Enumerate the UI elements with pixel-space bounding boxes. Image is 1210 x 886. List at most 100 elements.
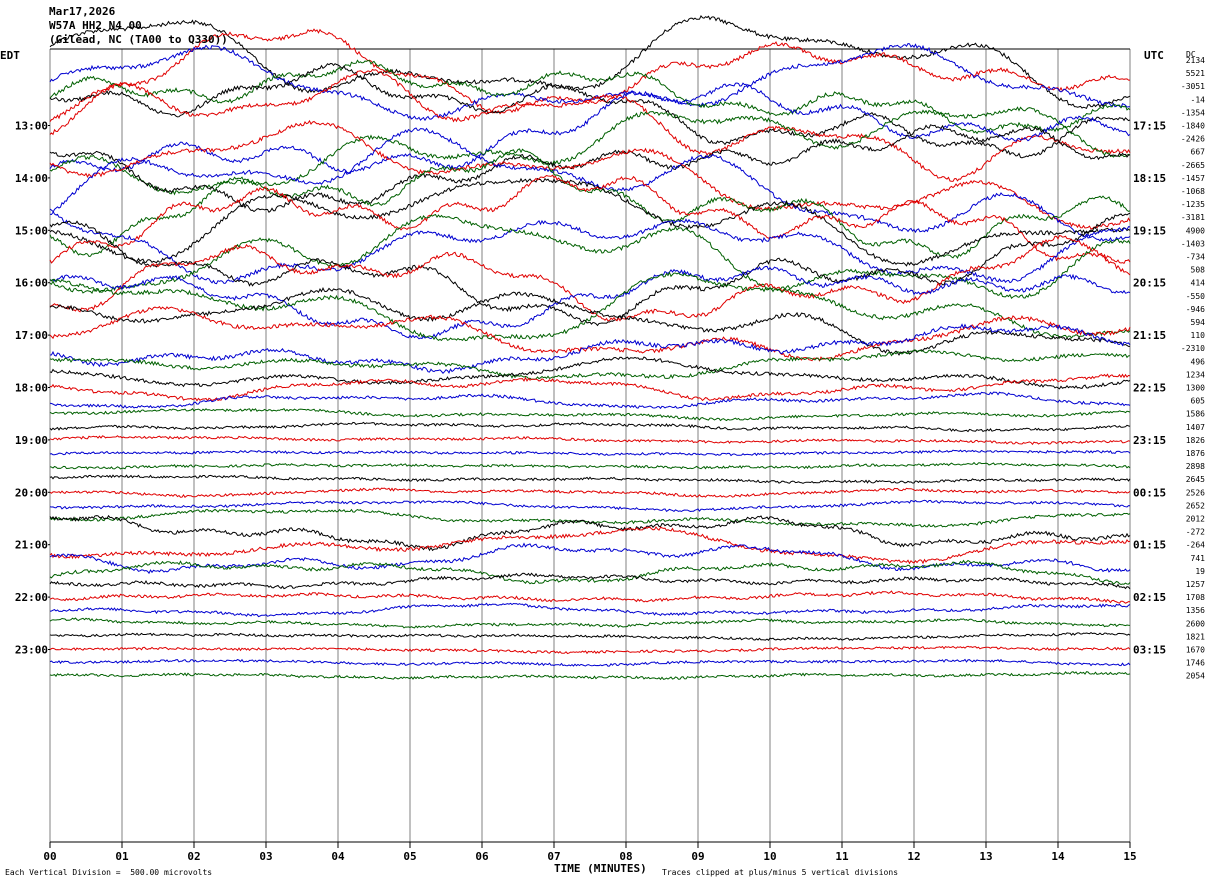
trace-row-37 — [49, 514, 1131, 552]
x-tick-label-09: 09 — [691, 850, 704, 863]
dc-offset-value: 1407 — [1186, 423, 1205, 432]
edt-hour-label: 22:00 — [15, 591, 48, 604]
trace-row-47 — [49, 658, 1131, 667]
trace-row-41 — [49, 572, 1131, 590]
utc-hour-labels: 17:15 18:15 19:15 20:15 21:15 22:15 23:15 00:15… — [1133, 120, 1166, 657]
dc-offset-value: 1826 — [1186, 436, 1205, 445]
dc-offset-value: 1670 — [1186, 646, 1205, 655]
edt-hour-label: 23:00 — [15, 644, 48, 657]
dc-offset-value: -2310 — [1181, 344, 1205, 353]
dc-offset-value: 1257 — [1186, 580, 1205, 589]
trace-row-7 — [49, 82, 1131, 175]
dc-offset-value: -1403 — [1181, 239, 1205, 248]
trace-row-22 — [49, 306, 1131, 362]
trace-row-24 — [49, 349, 1131, 380]
trace-row-31 — [49, 449, 1131, 457]
dc-offset-value: 2898 — [1186, 462, 1205, 471]
x-tick-label-06: 06 — [475, 850, 489, 863]
trace-row-46 — [49, 645, 1131, 655]
utc-hour-label: 21:15 — [1133, 329, 1166, 342]
x-tick-label-03: 03 — [259, 850, 272, 863]
dc-offset-value: 496 — [1191, 357, 1206, 366]
trace-row-39 — [49, 542, 1131, 575]
dc-offset-value: -3181 — [1181, 213, 1205, 222]
dc-offset-value: -1235 — [1181, 200, 1205, 209]
edt-hour-label: 15:00 — [15, 224, 48, 237]
trace-row-35 — [49, 499, 1131, 513]
dc-offset-value: -734 — [1186, 253, 1205, 262]
dc-offset-value: 1821 — [1186, 632, 1205, 641]
dc-offset-value: -946 — [1186, 305, 1205, 314]
dc-offset-value: 594 — [1191, 318, 1206, 327]
utc-hour-label: 22:15 — [1133, 382, 1166, 395]
x-tick-label-04: 04 — [331, 850, 345, 863]
edt-hour-label: 13:00 — [15, 120, 48, 133]
dc-offset-value: 2652 — [1186, 501, 1205, 510]
dc-offset-value: 1876 — [1186, 449, 1205, 458]
x-axis: 00 01 02 03 04 05 06 07 08 09 10 11 12 13 14 15 — [43, 841, 1137, 863]
dc-offset-value: 1356 — [1186, 606, 1205, 615]
dc-offset-value: 1586 — [1186, 410, 1205, 419]
trace-row-8 — [49, 106, 1131, 196]
dc-offset-value: 1746 — [1186, 659, 1205, 668]
utc-hour-label: 19:15 — [1133, 224, 1166, 237]
chart-date: Mar17,2026 — [49, 5, 116, 18]
x-tick-label-02: 02 — [187, 850, 200, 863]
dc-offset-value: 2526 — [1186, 488, 1205, 497]
trace-row-15 — [49, 208, 1131, 285]
dc-offset-value: 1234 — [1186, 370, 1205, 379]
trace-row-48 — [49, 671, 1131, 681]
trace-row-30 — [49, 435, 1131, 446]
trace-row-19 — [49, 265, 1131, 340]
trace-row-17 — [49, 212, 1131, 327]
utc-hour-label: 03:15 — [1133, 644, 1166, 657]
edt-hour-labels: 13:00 14:00 15:00 16:00 17:00 18:00 19:00 20:00… — [15, 120, 50, 657]
utc-hour-label: 17:15 — [1133, 120, 1166, 133]
utc-hour-label: 20:15 — [1133, 277, 1166, 290]
trace-row-32 — [49, 461, 1131, 470]
dc-offset-value: 1300 — [1186, 384, 1205, 393]
edt-hour-label: 20:00 — [15, 486, 48, 499]
x-tick-label-00: 00 — [43, 850, 56, 863]
trace-row-25 — [49, 356, 1131, 390]
dc-label: DC — [1186, 50, 1196, 59]
trace-row-21 — [49, 287, 1130, 356]
dc-offset-value: 2645 — [1186, 475, 1205, 484]
dc-offset-value: -14 — [1191, 95, 1206, 104]
trace-row-29 — [49, 421, 1131, 433]
dc-offset-value: -1068 — [1181, 187, 1205, 196]
station-code: W57A HH2 N4 00 — [49, 19, 142, 32]
dc-offset-value: 5521 — [1186, 69, 1205, 78]
x-tick-label-01: 01 — [115, 850, 129, 863]
dc-offset-labels: 2134 5521 -3051 -14 -1354 -1840 -2426 667 -2665 -… — [1181, 56, 1205, 681]
utc-label: UTC — [1144, 49, 1164, 62]
time-gridlines — [49, 48, 1131, 842]
x-tick-label-14: 14 — [1051, 850, 1065, 863]
x-tick-label-12: 12 — [907, 850, 920, 863]
utc-hour-label: 23:15 — [1133, 434, 1166, 447]
utc-hour-label: 02:15 — [1133, 591, 1166, 604]
trace-row-6 — [49, 68, 1131, 182]
dc-offset-value: 4900 — [1186, 226, 1205, 235]
utc-hour-label: 00:15 — [1133, 486, 1166, 499]
edt-hour-label: 17:00 — [15, 329, 48, 342]
dc-offset-value: -272 — [1186, 528, 1205, 537]
clipping-note: Traces clipped at plus/minus 5 vertical … — [662, 868, 899, 877]
dc-offset-value: 110 — [1191, 331, 1206, 340]
trace-row-9 — [49, 124, 1131, 213]
dc-offset-value: 414 — [1191, 279, 1206, 288]
x-axis-title: TIME (MINUTES) — [554, 862, 647, 875]
dc-offset-value: -550 — [1186, 292, 1205, 301]
dc-offset-value: -2665 — [1181, 161, 1205, 170]
trace-row-33 — [49, 474, 1131, 484]
edt-hour-label: 16:00 — [15, 277, 48, 290]
utc-hour-label: 01:15 — [1133, 539, 1166, 552]
station-location: (Gilead, NC (TA00 to Q330)) — [49, 33, 228, 46]
edt-hour-label: 21:00 — [15, 539, 48, 552]
dc-offset-value: 605 — [1191, 397, 1206, 406]
dc-offset-value: -2426 — [1181, 135, 1205, 144]
x-tick-label-07: 07 — [547, 850, 560, 863]
vertical-division-note: Each Vertical Division = 500.00 microvol… — [5, 868, 213, 877]
trace-row-20 — [49, 271, 1131, 342]
edt-hour-label: 18:00 — [15, 382, 48, 395]
